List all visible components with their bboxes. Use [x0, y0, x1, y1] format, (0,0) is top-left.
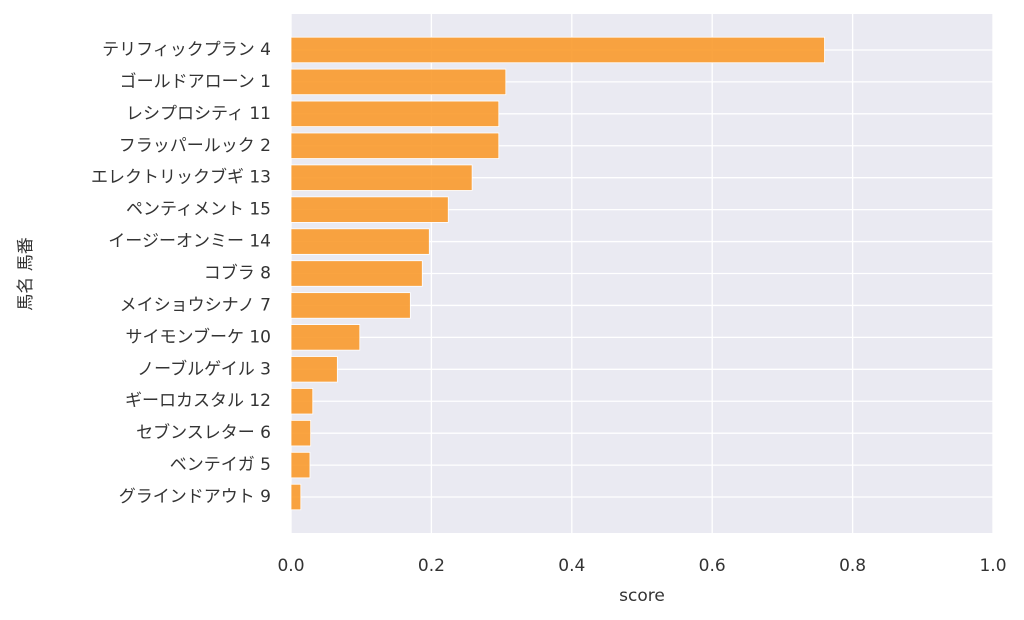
y-tick-label: イージーオンミー 14	[108, 232, 271, 252]
x-tick-label: 1.0	[979, 556, 1006, 576]
bar	[290, 132, 500, 159]
bar	[290, 100, 500, 128]
bar	[290, 483, 302, 511]
y-axis-label: 馬名 馬番	[16, 237, 36, 310]
bar	[290, 292, 411, 319]
bar	[290, 68, 507, 96]
y-tick-label: ベンテイガ 5	[170, 455, 271, 475]
bar	[290, 451, 311, 479]
bar	[290, 36, 825, 64]
bar	[290, 356, 338, 383]
bar	[290, 419, 312, 447]
y-tick-label: コブラ 8	[204, 263, 271, 284]
y-tick-label: ペンティメント 15	[126, 200, 271, 220]
x-axis-label: score	[619, 586, 665, 606]
x-tick-label: 0.2	[418, 556, 445, 576]
y-tick-label: ゴールドアローン 1	[120, 71, 271, 92]
y-tick-label: フラッパールック 2	[119, 136, 271, 156]
y-tick-label: レシプロシティ 11	[126, 104, 271, 124]
y-tick-label: エレクトリックブギ 13	[91, 167, 271, 188]
x-tick-label: 0.8	[839, 556, 866, 576]
x-tick-label: 0.6	[699, 556, 726, 576]
y-tick-label: メイショウシナノ 7	[120, 295, 271, 315]
y-tick-label: サイモンブーケ 10	[125, 326, 271, 347]
bar	[290, 228, 430, 255]
y-tick-label: セブンスレター 6	[136, 422, 271, 443]
x-tick-label: 0.4	[558, 556, 585, 576]
bar	[290, 260, 423, 287]
bar	[290, 164, 473, 191]
bar	[290, 388, 314, 415]
y-tick-label: ノーブルゲイル 3	[137, 358, 271, 379]
bar	[290, 324, 361, 351]
bar	[290, 196, 449, 223]
y-tick-label: グラインドアウト 9	[119, 487, 271, 507]
x-tick-label: 0.0	[277, 556, 304, 576]
y-tick-label: テリフィックプラン 4	[102, 40, 271, 60]
y-tick-label: ギーロカスタル 12	[125, 391, 271, 411]
